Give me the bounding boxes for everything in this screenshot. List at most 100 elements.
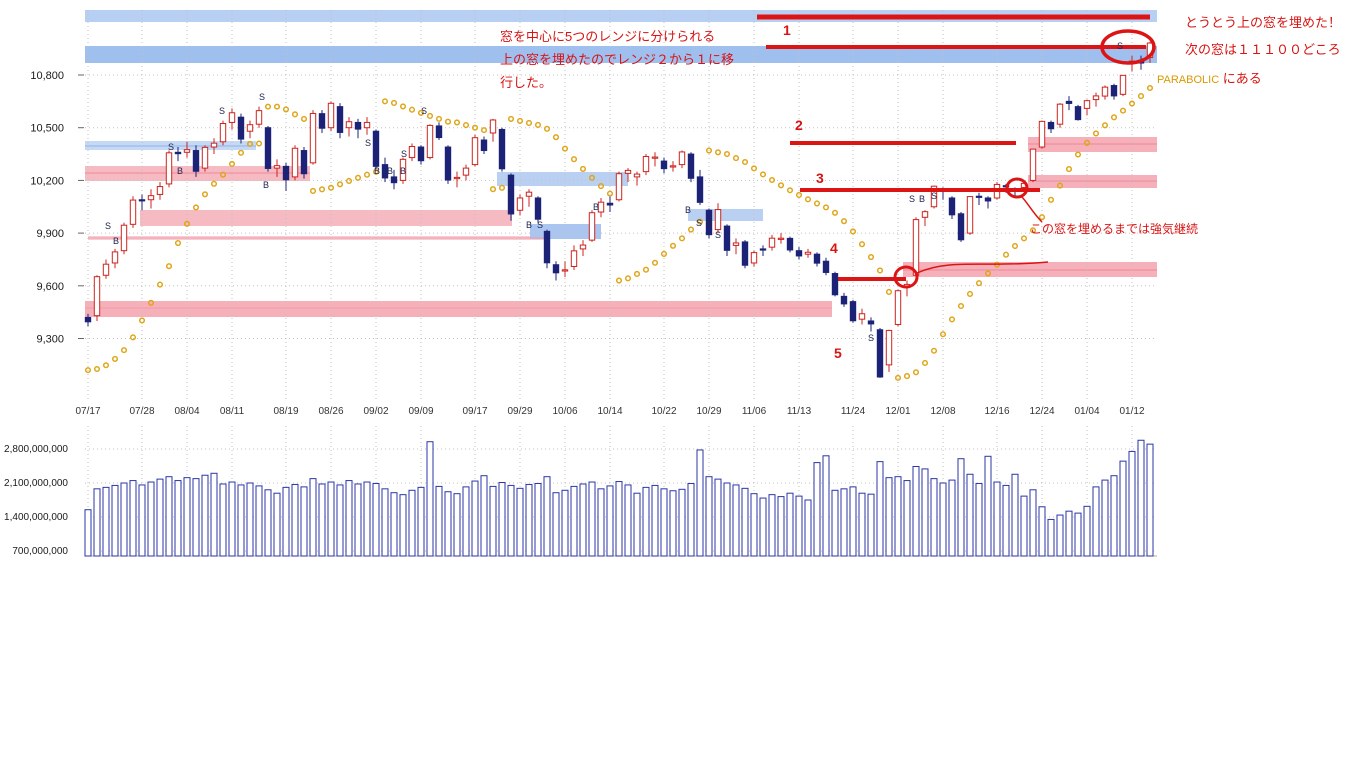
- signal-mark-s: S: [421, 106, 427, 116]
- volume-bar: [534, 482, 542, 557]
- volume-bar: [588, 481, 596, 557]
- parabolic-sar-dot: [147, 299, 155, 306]
- volume-bar: [111, 484, 119, 557]
- parabolic-sar-dot: [903, 373, 911, 380]
- parabolic-sar-dot: [408, 106, 416, 113]
- parabolic-sar-dot: [426, 112, 434, 120]
- candle-down: [723, 225, 731, 251]
- volume-bar: [912, 465, 920, 557]
- parabolic-sar-dot: [552, 134, 560, 141]
- candle-up: [858, 313, 866, 320]
- volume-bar: [633, 492, 641, 557]
- volume-bar: [471, 480, 479, 557]
- volume-bar: [1092, 486, 1100, 557]
- parabolic-sar-dot: [867, 254, 875, 261]
- parabolic-sar-dot: [813, 200, 821, 207]
- volume-bar: [444, 491, 452, 557]
- volume-bar: [1137, 439, 1145, 557]
- parabolic-sar-dot: [327, 184, 335, 191]
- parabolic-sar-dot: [732, 155, 740, 162]
- volume-bar: [201, 474, 209, 557]
- volume-bar: [318, 483, 326, 557]
- candle-up: [93, 276, 101, 317]
- volume-bar: [192, 478, 200, 557]
- volume-bar: [1047, 518, 1055, 557]
- candle-down: [741, 241, 749, 266]
- candle-up: [678, 151, 686, 166]
- candle-up: [651, 156, 659, 159]
- signal-mark-s: S: [868, 333, 874, 343]
- price-axis-label: 9,600: [36, 281, 64, 293]
- parabolic-sar-dot: [660, 250, 668, 257]
- window-zone: [140, 210, 512, 226]
- volume-bar: [624, 484, 632, 557]
- candle-down: [390, 176, 398, 184]
- annotation-parabolic-label: PARABOLIC: [1157, 74, 1220, 86]
- volume-bar: [1074, 512, 1082, 557]
- volume-bar: [525, 483, 533, 557]
- volume-bar: [552, 492, 560, 557]
- signal-mark-b: B: [113, 236, 119, 246]
- signal-mark-b: B: [593, 202, 599, 212]
- candle-up: [1056, 103, 1064, 125]
- candle-up: [1029, 148, 1037, 181]
- date-label: 10/29: [696, 406, 721, 417]
- parabolic-sar-dot: [246, 140, 254, 147]
- parabolic-sar-dot: [588, 174, 596, 181]
- candle-up: [102, 263, 110, 276]
- volume-bar: [309, 478, 317, 557]
- date-label: 12/01: [885, 406, 910, 417]
- volume-bar: [435, 485, 443, 557]
- parabolic-sar-dot: [417, 109, 425, 116]
- candle-up: [201, 146, 209, 169]
- signal-mark-s: S: [168, 142, 174, 152]
- signal-mark-s: S: [401, 149, 407, 159]
- parabolic-sar-dot: [921, 359, 929, 367]
- annotation-range-note-line1: 窓を中心に5つのレンジに分けられる: [500, 29, 716, 44]
- candle-down: [498, 128, 506, 170]
- date-label: 08/11: [220, 406, 245, 417]
- highlight-circle: [1100, 29, 1156, 65]
- parabolic-sar-dot: [975, 280, 983, 287]
- parabolic-sar-dot: [804, 196, 812, 203]
- volume-bar: [948, 479, 956, 557]
- annotation-range-note-line2: 上の窓を埋めたのでレンジ２から１に移: [500, 52, 735, 67]
- volume-bar: [840, 488, 848, 557]
- parabolic-sar-dot: [1119, 107, 1127, 114]
- price-axis-label: 9,300: [36, 334, 64, 346]
- candle-up: [516, 197, 524, 211]
- parabolic-sar-dot: [282, 106, 290, 113]
- date-label: 07/17: [75, 406, 100, 417]
- signal-mark-s: S: [931, 191, 937, 201]
- volume-bar: [894, 476, 902, 557]
- parabolic-sar-dot: [264, 103, 272, 110]
- parabolic-sar-dot: [1011, 242, 1019, 250]
- volume-axis-label: 700,000,000: [12, 546, 68, 557]
- candle-up: [156, 186, 164, 195]
- volume-bar: [399, 494, 407, 557]
- volume-bar: [1020, 495, 1028, 557]
- volume-axis-label: 2,100,000,000: [4, 478, 68, 489]
- volume-bar: [993, 481, 1001, 557]
- volume-bar: [498, 482, 506, 557]
- parabolic-sar-dot: [138, 317, 146, 324]
- date-label: 01/12: [1119, 406, 1144, 417]
- window-zone: [85, 301, 832, 317]
- date-label: 09/02: [363, 406, 388, 417]
- candle-down: [435, 125, 443, 139]
- date-label: 10/22: [651, 406, 676, 417]
- candle-up: [1101, 86, 1109, 97]
- parabolic-sar-dot: [444, 118, 452, 125]
- volume-bar: [381, 488, 389, 557]
- price-axis-label: 9,900: [36, 228, 64, 240]
- candle-up: [624, 169, 632, 174]
- candle-down: [984, 197, 992, 202]
- parabolic-sar-dot: [381, 98, 389, 105]
- parabolic-sar-dot: [1101, 122, 1109, 129]
- candle-up: [489, 119, 497, 134]
- volume-bar: [741, 487, 749, 557]
- volume-bar: [687, 482, 695, 557]
- parabolic-sar-dot: [219, 171, 227, 178]
- candle-up: [471, 137, 479, 166]
- candle-down: [975, 195, 983, 198]
